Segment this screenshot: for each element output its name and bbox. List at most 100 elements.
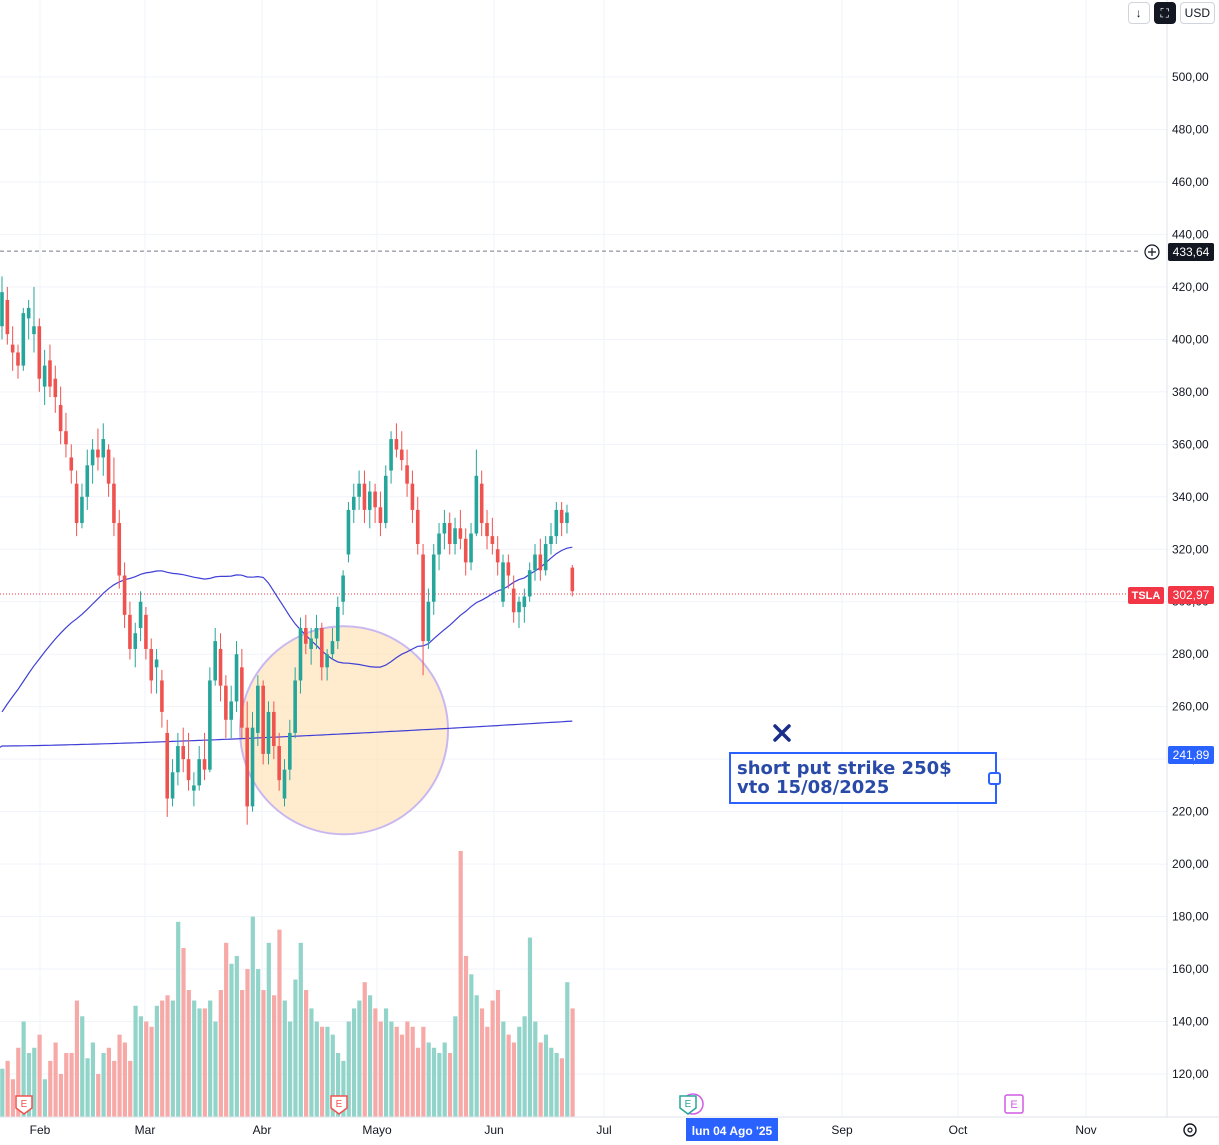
- candle-body: [511, 588, 516, 613]
- volume-bar: [479, 1008, 485, 1117]
- candle-body: [474, 475, 479, 534]
- candle-body: [266, 711, 271, 754]
- candle-body: [245, 727, 249, 807]
- candle-body: [543, 544, 548, 571]
- volume-bar: [543, 1034, 549, 1117]
- earnings-marker[interactable]: E: [679, 1093, 704, 1115]
- candle-body: [106, 449, 111, 484]
- volume-bar: [229, 963, 234, 1117]
- highlight-circle[interactable]: [239, 625, 449, 836]
- candle-body: [26, 307, 31, 319]
- x-tick-label: Mar: [135, 1123, 156, 1137]
- moving-average-fast: [1, 546, 573, 713]
- volume-bar: [90, 1042, 96, 1117]
- volume-bar: [559, 1058, 565, 1117]
- candle-body: [192, 785, 196, 791]
- candle-body: [170, 772, 175, 799]
- candle-body: [154, 659, 159, 668]
- candle-body: [293, 680, 297, 733]
- x-tick-label: Jun: [484, 1123, 503, 1137]
- candle-body: [447, 523, 452, 545]
- y-tick-label: 280,00: [1172, 647, 1209, 661]
- candle-body: [112, 483, 116, 524]
- volume-bar: [48, 1060, 53, 1117]
- candle-body: [304, 627, 308, 644]
- volume-bar: [69, 1053, 74, 1117]
- volume-bar: [176, 921, 181, 1117]
- volume-bar: [346, 1021, 351, 1117]
- candle-body: [202, 759, 207, 770]
- candle-body: [426, 601, 431, 642]
- candle-body: [415, 509, 420, 545]
- candle-body: [208, 680, 212, 770]
- candle-body: [0, 292, 4, 327]
- volume-bar: [32, 1047, 37, 1117]
- candle-body: [250, 727, 255, 807]
- volume-bar: [224, 942, 229, 1117]
- y-tick-label: 200,00: [1172, 857, 1209, 871]
- volume-bar: [234, 955, 239, 1117]
- time-scale[interactable]: [0, 1117, 1219, 1145]
- x-tick-label: Mayo: [362, 1123, 392, 1137]
- candle-body: [346, 509, 351, 555]
- volume-bar: [495, 990, 501, 1117]
- candle-body: [442, 523, 447, 534]
- settings-gear-icon[interactable]: [1183, 1123, 1197, 1137]
- volume-bar: [181, 948, 186, 1117]
- candle-body: [85, 465, 90, 497]
- candle-body: [101, 439, 106, 458]
- candle-body: [309, 638, 313, 649]
- volume-bar: [362, 982, 367, 1117]
- volume-bar: [517, 1026, 522, 1117]
- candle-body: [32, 326, 36, 335]
- y-tick-label: 400,00: [1172, 332, 1209, 346]
- y-tick-label: 480,00: [1172, 122, 1209, 136]
- candle-body: [74, 483, 79, 524]
- volume-bar: [453, 1016, 458, 1117]
- candle-body: [570, 567, 575, 592]
- fullscreen-button[interactable]: ⛶: [1153, 2, 1176, 24]
- candle-body: [138, 601, 143, 628]
- volume-bar: [325, 1026, 330, 1117]
- candle-body: [357, 483, 361, 497]
- candle-body: [325, 654, 329, 668]
- volume-bar: [37, 1034, 42, 1117]
- candle-body: [431, 554, 436, 602]
- candle-body: [133, 633, 138, 649]
- x-marker-icon[interactable]: [773, 724, 791, 742]
- annotation-note[interactable]: short put strike 250$ vto 15/08/2025: [729, 752, 1001, 804]
- earnings-marker[interactable]: E: [15, 1095, 33, 1115]
- x-tick-label: Jul: [596, 1123, 611, 1137]
- candle-body: [128, 614, 132, 649]
- volume-bar: [53, 1042, 58, 1117]
- volume-bar: [330, 1034, 335, 1117]
- volume-bar: [213, 1021, 218, 1117]
- volume-bar: [5, 1060, 10, 1117]
- earnings-marker-upcoming[interactable]: E: [1004, 1094, 1024, 1114]
- arrow-down-button[interactable]: ↓: [1127, 2, 1150, 24]
- volume-bar: [431, 1047, 437, 1117]
- volume-bar: [101, 1053, 106, 1117]
- x-tick-label: Oct: [949, 1123, 968, 1137]
- y-tick-label: 380,00: [1172, 385, 1209, 399]
- currency-button[interactable]: USD: [1179, 2, 1215, 24]
- x-tick-label: Abr: [253, 1123, 272, 1137]
- volume-bar: [282, 1000, 287, 1117]
- volume-bar: [421, 1026, 426, 1117]
- candle-body: [378, 507, 383, 524]
- volume-bar: [197, 1008, 202, 1117]
- price-scale[interactable]: [1167, 0, 1219, 1117]
- resize-handle[interactable]: [988, 772, 1001, 785]
- candle-body: [117, 523, 122, 576]
- volume-bar: [80, 1016, 85, 1117]
- candle-body: [213, 641, 217, 681]
- volume-bar: [341, 1060, 346, 1117]
- y-tick-label: 340,00: [1172, 490, 1209, 504]
- volume-bar: [288, 1021, 293, 1117]
- earnings-marker[interactable]: E: [330, 1095, 348, 1115]
- volume-bar: [149, 1026, 154, 1117]
- volume-bar: [474, 995, 479, 1117]
- volume-bar: [405, 1021, 410, 1117]
- candle-body: [330, 641, 335, 655]
